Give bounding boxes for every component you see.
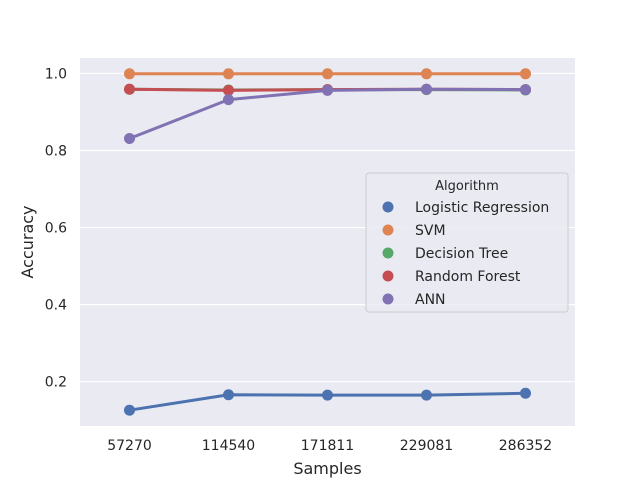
- legend-marker: [382, 270, 394, 282]
- legend-label: Random Forest: [415, 269, 521, 285]
- data-point: [124, 68, 135, 80]
- y-tick-label: 0.4: [45, 298, 67, 314]
- legend-marker: [382, 293, 394, 305]
- legend-marker: [382, 201, 394, 213]
- data-point: [322, 84, 333, 96]
- data-point: [322, 389, 333, 401]
- data-point: [322, 68, 333, 80]
- legend: Algorithm Logistic Regression SVM Decision…: [365, 172, 569, 313]
- y-tick-label: 0.8: [45, 143, 67, 159]
- data-point: [124, 133, 135, 145]
- data-point: [223, 389, 234, 401]
- data-point: [124, 404, 135, 416]
- x-tick-label: 171811: [301, 438, 354, 454]
- data-point: [520, 387, 531, 399]
- y-tick-label: 0.6: [45, 221, 67, 237]
- legend-label: Logistic Regression: [415, 200, 549, 216]
- y-tick-label: 1.0: [45, 66, 67, 82]
- data-point: [421, 83, 432, 95]
- data-point: [421, 68, 432, 80]
- data-point: [223, 94, 234, 106]
- legend-marker: [382, 247, 394, 259]
- legend-item: ANN: [382, 292, 446, 308]
- series-0: [124, 387, 531, 416]
- data-point: [223, 68, 234, 80]
- x-axis-label: Samples: [293, 459, 361, 478]
- data-point: [223, 84, 234, 96]
- legend-title: Algorithm: [435, 179, 499, 194]
- legend-item: Decision Tree: [382, 246, 508, 262]
- legend-marker: [382, 224, 394, 236]
- series-1: [124, 68, 531, 80]
- data-point: [124, 83, 135, 95]
- legend-item: SVM: [382, 223, 446, 239]
- data-point: [520, 84, 531, 96]
- legend-item: Random Forest: [382, 269, 521, 285]
- y-axis-label: Accuracy: [18, 205, 37, 278]
- x-tick-label: 57270: [107, 438, 152, 454]
- x-tick-label: 229081: [400, 438, 453, 454]
- y-tick-labels: 0.2 0.4 0.6 0.8 1.0: [45, 66, 67, 390]
- legend-items: Logistic Regression SVM Decision Tree Rando…: [382, 200, 549, 308]
- series-4: [124, 83, 531, 145]
- legend-label: SVM: [415, 223, 446, 239]
- legend-label: ANN: [415, 292, 446, 308]
- data-point: [520, 68, 531, 80]
- y-tick-label: 0.2: [45, 375, 67, 391]
- data-point: [421, 389, 432, 401]
- x-tick-label: 114540: [202, 438, 255, 454]
- series-lines: [124, 68, 531, 416]
- legend-label: Decision Tree: [415, 246, 508, 262]
- x-tick-labels: 57270 114540 171811 229081 286352: [107, 438, 552, 454]
- x-tick-label: 286352: [499, 438, 552, 454]
- legend-box: [365, 172, 569, 313]
- legend-item: Logistic Regression: [382, 200, 549, 216]
